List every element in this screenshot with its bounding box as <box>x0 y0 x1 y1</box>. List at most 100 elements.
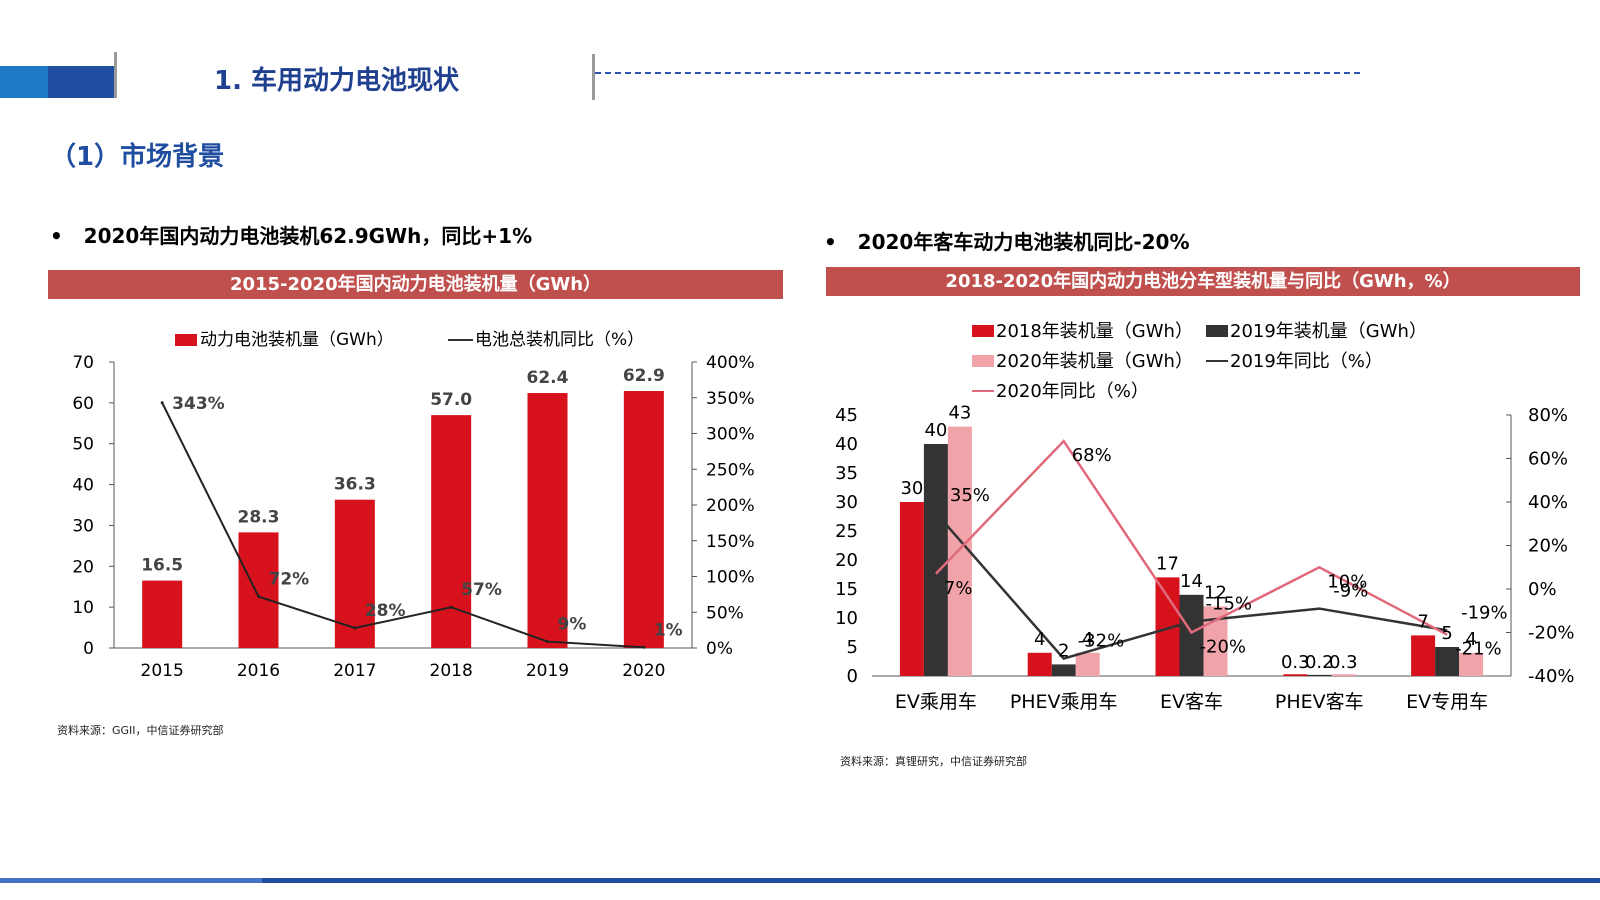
x-tick-label: PHEV乘用车 <box>1010 691 1118 713</box>
y-left-tick-label: 25 <box>835 521 858 542</box>
yoy-data-label: 28% <box>365 601 406 621</box>
bar-data-label: 4 <box>1034 629 1045 650</box>
y-left-tick-label: 70 <box>72 353 94 373</box>
legend-label-2018: 2018年装机量（GWh） <box>996 321 1193 342</box>
y-right-tick-label: 0% <box>1528 579 1557 600</box>
legend-label-2019-yoy: 2019年同比（%） <box>1230 351 1383 372</box>
bar-data-label: 14 <box>1180 571 1203 592</box>
yoy-line-2019年同比（%） <box>934 512 1448 661</box>
bar-data-label: 62.4 <box>527 368 569 388</box>
bar-2016 <box>238 532 279 648</box>
y-left-tick-label: 40 <box>72 476 94 496</box>
bar-data-label: 36.3 <box>334 475 376 495</box>
header-divider-left <box>114 52 117 98</box>
bar-data-label: 4 <box>1082 629 1093 650</box>
bar-data-label: 57.0 <box>430 390 472 410</box>
header-dashed-rule <box>595 72 1360 74</box>
yoy-point <box>353 626 357 630</box>
yoy-data-label: 35% <box>950 485 990 506</box>
bar-data-label: 0.2 <box>1305 652 1334 673</box>
bar-2020 <box>623 391 664 648</box>
yoy-data-label: -15% <box>1206 594 1253 615</box>
y-left-tick-label: 10 <box>72 598 94 618</box>
bar-data-label: 43 <box>948 403 971 424</box>
left-chart-legend: 动力电池装机量（GWh） 电池总装机同比（%） <box>175 330 644 350</box>
x-tick-label: 2015 <box>141 661 184 681</box>
y-right-tick-label: 350% <box>706 389 755 409</box>
y-right-tick-label: 200% <box>706 496 755 516</box>
footer-rule-accent <box>0 878 262 883</box>
x-tick-label: PHEV客车 <box>1275 691 1364 713</box>
yoy-point <box>160 401 164 405</box>
y-right-tick-label: 400% <box>706 353 755 373</box>
yoy-data-label: -19% <box>1461 602 1508 623</box>
yoy-line <box>161 402 644 649</box>
bar-2019年装机量（GWh）-EV乘用车 <box>923 444 948 676</box>
bar-data-label: 28.3 <box>238 507 280 527</box>
bar-2020年装机量（GWh）-PHEV乘用车 <box>1075 652 1100 676</box>
y-right-tick-label: 300% <box>706 425 755 445</box>
header-accent-bar-light <box>0 66 48 98</box>
legend-swatch-bar <box>175 334 197 346</box>
bar-data-label: 7 <box>1417 611 1428 632</box>
bar-2019年装机量（GWh）-EV客车 <box>1179 594 1204 676</box>
y-right-tick-label: 50% <box>706 603 744 623</box>
bar-data-label: 4 <box>1465 629 1476 650</box>
bar-data-label: 30 <box>900 478 923 499</box>
y-left-tick-label: 20 <box>835 550 858 571</box>
y-left-tick-label: 0 <box>847 666 858 687</box>
bar-2018年装机量（GWh）-PHEV客车 <box>1283 674 1308 676</box>
bar-2019年装机量（GWh）-PHEV客车 <box>1307 674 1332 676</box>
y-left-tick-label: 40 <box>835 434 858 455</box>
right-chart-legend: 2018年装机量（GWh） 2019年装机量（GWh） 2020年装机量（GWh… <box>972 321 1427 402</box>
left-bullet-text: 2020年国内动力电池装机62.9GWh，同比+1% <box>83 224 533 248</box>
bar-2019年装机量（GWh）-EV专用车 <box>1435 647 1460 676</box>
legend-label-2020-yoy: 2020年同比（%） <box>996 381 1149 402</box>
bar-data-label: 5 <box>1441 623 1452 644</box>
y-right-tick-label: -20% <box>1528 623 1575 644</box>
yoy-data-label: 1% <box>654 620 683 640</box>
bar-2019年装机量（GWh）-PHEV乘用车 <box>1051 664 1076 676</box>
yoy-data-label: 7% <box>944 578 973 599</box>
bar-2020年装机量（GWh）-EV乘用车 <box>947 426 972 676</box>
x-tick-label: EV专用车 <box>1406 691 1488 713</box>
y-right-tick-label: 20% <box>1528 536 1568 557</box>
y-left-tick-label: 30 <box>835 492 858 513</box>
y-left-tick-label: 0 <box>83 639 94 659</box>
y-right-tick-label: 150% <box>706 532 755 552</box>
y-left-tick-label: 15 <box>835 579 858 600</box>
left-chart-banner: 2015-2020年国内动力电池装机量（GWh） <box>48 270 783 299</box>
legend-label-2020: 2020年装机量（GWh） <box>996 351 1193 372</box>
yoy-point <box>449 605 453 609</box>
header-accent-bar-dark <box>48 66 114 98</box>
x-tick-label: 2017 <box>333 661 376 681</box>
yoy-point <box>642 645 646 649</box>
bar-data-label: 16.5 <box>141 556 183 576</box>
y-right-tick-label: 60% <box>1528 449 1568 470</box>
yoy-data-label: -20% <box>1200 637 1247 658</box>
bar-2018年装机量（GWh）-PHEV乘用车 <box>1027 652 1052 676</box>
bar-data-label: 0.3 <box>1281 652 1310 673</box>
y-right-tick-label: 40% <box>1528 492 1568 513</box>
y-left-tick-label: 60 <box>72 394 94 414</box>
yoy-data-label: 10% <box>1327 571 1367 592</box>
right-bullet-text: 2020年客车动力电池装机同比-20% <box>857 230 1190 254</box>
section-subtitle: （1）市场背景 <box>50 142 225 172</box>
bar-data-label: 12 <box>1204 582 1227 603</box>
x-tick-label: 2020 <box>622 661 665 681</box>
x-tick-label: 2018 <box>430 661 473 681</box>
yoy-data-label: -32% <box>1078 631 1125 652</box>
y-left-tick-label: 10 <box>835 608 858 629</box>
yoy-data-label: 9% <box>558 615 587 635</box>
y-right-tick-label: 100% <box>706 568 755 588</box>
x-tick-label: EV乘用车 <box>895 691 977 713</box>
y-right-tick-label: 250% <box>706 460 755 480</box>
y-left-tick-label: 5 <box>847 637 858 658</box>
legend-label-line: 电池总装机同比（%） <box>475 330 644 350</box>
legend-swatch-2019 <box>1206 325 1228 337</box>
y-left-tick-label: 50 <box>72 435 94 455</box>
y-right-tick-label: 80% <box>1528 405 1568 426</box>
legend-label-bar: 动力电池装机量（GWh） <box>200 330 394 350</box>
x-tick-label: 2016 <box>237 661 280 681</box>
yoy-point <box>257 595 260 599</box>
